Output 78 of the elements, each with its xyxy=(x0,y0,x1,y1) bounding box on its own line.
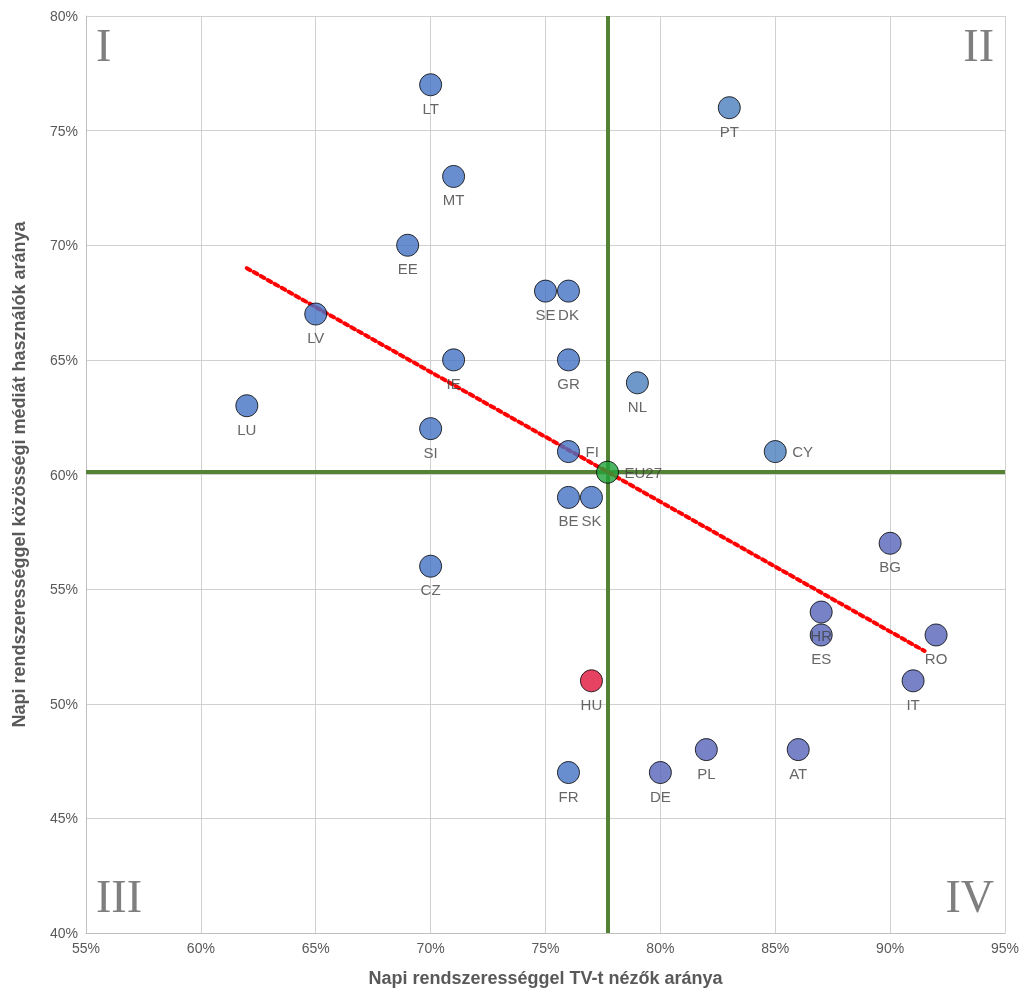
annotation: HR xyxy=(810,627,833,645)
annotation: SI xyxy=(423,443,438,461)
x-tick-label: 70% xyxy=(416,940,445,956)
point xyxy=(763,440,787,464)
annotation: SE xyxy=(535,306,556,324)
annotation: CY xyxy=(792,443,814,461)
annotation: AT xyxy=(789,764,808,782)
point xyxy=(304,302,328,326)
point xyxy=(556,348,580,372)
point xyxy=(396,233,420,257)
annotation: III xyxy=(96,870,142,922)
annotation: FR xyxy=(558,787,579,805)
annotation: GR xyxy=(557,374,580,392)
x-tick-label: 65% xyxy=(301,940,330,956)
point xyxy=(579,669,603,693)
y-tick-label: 45% xyxy=(49,810,78,827)
annotation: BG xyxy=(879,558,901,576)
annotation: MT xyxy=(442,191,465,209)
y-tick-label: 80% xyxy=(49,8,78,24)
annotation: PL xyxy=(697,764,716,782)
annotation: FI xyxy=(585,443,599,461)
y-tick-label: 75% xyxy=(49,122,78,139)
y-tick-label: 70% xyxy=(49,237,78,254)
point xyxy=(924,623,948,647)
point xyxy=(556,761,580,785)
annotation: CZ xyxy=(420,581,441,599)
annotation: ES xyxy=(811,649,832,667)
point xyxy=(625,371,649,395)
point xyxy=(717,96,741,120)
point xyxy=(419,417,443,441)
x-tick-label: 90% xyxy=(876,940,905,956)
y-tick-label: 40% xyxy=(49,925,78,941)
x-tick-label: 95% xyxy=(990,940,1020,956)
point xyxy=(556,485,580,509)
annotation: IT xyxy=(906,695,920,713)
point xyxy=(694,738,718,762)
annotation: HU xyxy=(580,695,603,713)
annotation: DE xyxy=(649,787,671,805)
x-tick-label: 75% xyxy=(531,940,560,956)
point xyxy=(878,531,902,555)
annotation: SK xyxy=(581,512,602,530)
point xyxy=(556,279,580,303)
point xyxy=(579,485,603,509)
annotation: NL xyxy=(627,397,647,415)
y-tick-label: 60% xyxy=(49,466,78,483)
annotation: LV xyxy=(307,329,325,347)
point xyxy=(596,460,620,484)
annotation: LT xyxy=(422,99,439,117)
annotation: PT xyxy=(719,122,739,140)
annotation: EU27 xyxy=(624,463,663,481)
annotation: I xyxy=(96,19,112,71)
y-tick-label: 55% xyxy=(49,581,78,598)
y-tick-label: 50% xyxy=(49,695,78,712)
point xyxy=(648,761,672,785)
point xyxy=(556,440,580,464)
x-axis-title: Napi rendszerességgel TV-t nézők aránya xyxy=(368,968,724,988)
annotation: BE xyxy=(558,512,579,530)
point xyxy=(809,600,833,624)
point xyxy=(901,669,925,693)
y-tick-label: 65% xyxy=(49,351,78,368)
annotation: IV xyxy=(945,870,995,922)
point xyxy=(419,554,443,578)
y-axis-title: Napi rendszerességgel közösségi médiát használók aránya xyxy=(9,220,29,728)
x-tick-label: 85% xyxy=(761,940,790,956)
point xyxy=(534,279,557,303)
annotation: LU xyxy=(237,420,257,438)
point xyxy=(442,164,466,188)
annotation: EE xyxy=(397,260,418,278)
annotation: II xyxy=(963,19,994,71)
x-tick-label: 55% xyxy=(71,940,101,956)
annotation: RO xyxy=(924,649,948,667)
point xyxy=(786,738,810,762)
annotation: DK xyxy=(558,306,579,324)
x-tick-label: 60% xyxy=(186,940,215,956)
point xyxy=(442,348,466,372)
point xyxy=(235,394,259,418)
point xyxy=(419,73,443,97)
x-tick-label: 80% xyxy=(646,940,675,956)
